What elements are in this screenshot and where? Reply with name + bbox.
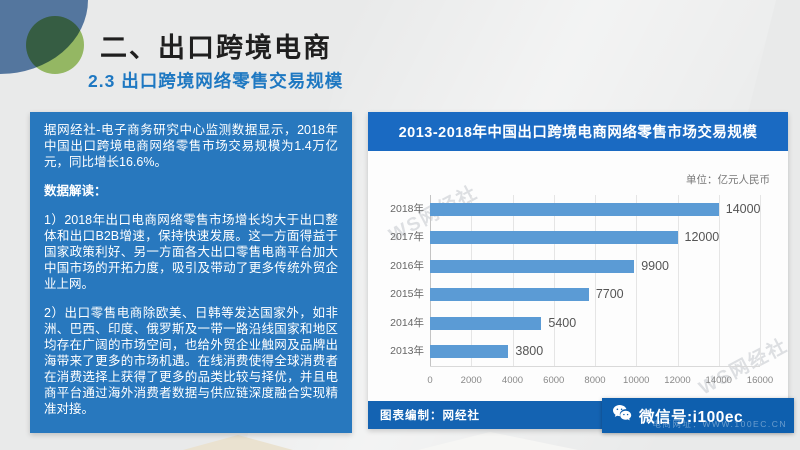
x-axis-ticks: 0 2000 4000 6000 8000 10000 12000 14000 16000 — [427, 375, 773, 387]
category-label: 2017年 — [390, 231, 424, 244]
category-label: 2013年 — [390, 345, 424, 358]
value-label: 9900 — [641, 258, 670, 273]
category-label: 2014年 — [390, 316, 424, 329]
value-label: 12000 — [684, 230, 720, 245]
gridline — [430, 195, 431, 366]
bar-row: 2017年 12000 — [390, 230, 760, 245]
chart-title: 2013-2018年中国出口跨境电商网络零售市场交易规模 — [368, 112, 788, 151]
value-label: 7700 — [595, 287, 624, 302]
bar — [430, 259, 635, 273]
bar-row: 2016年 9900 — [390, 258, 760, 273]
x-tick-label: 2000 — [460, 375, 482, 386]
x-tick-label: 0 — [427, 375, 433, 386]
info-panel: 据网经社-电子商务研究中心监测数据显示，2018年中国出口跨境电商网络零售市场交… — [30, 112, 352, 433]
gridline — [471, 195, 473, 366]
wechat-icon — [610, 401, 634, 430]
bar — [430, 345, 509, 359]
bar — [430, 316, 542, 330]
x-tick-label: 4000 — [501, 375, 524, 386]
x-tick-label: 10000 — [623, 375, 650, 386]
site-url-label: 电商网址：WWW.100EC.CN — [652, 419, 787, 429]
wechat-overlay: 微信号:i100ec 电商网址：WWW.100EC.CN — [602, 398, 794, 433]
value-label: 3800 — [515, 344, 544, 359]
bar — [430, 288, 589, 302]
page-title: 二、出口跨境电商 — [100, 33, 332, 63]
bar — [430, 202, 719, 216]
gridline — [553, 195, 555, 366]
x-tick-label: 16000 — [746, 375, 774, 386]
plot: 2018年 14000 2017年 12000 2016年 9900 2015年 7700 20… — [390, 195, 761, 367]
x-tick-label: 14000 — [705, 375, 732, 386]
gridline — [760, 195, 761, 366]
value-label: 5400 — [548, 315, 577, 330]
category-label: 2015年 — [390, 288, 424, 301]
bar — [430, 231, 678, 245]
bar-row: 2013年 3800 — [390, 344, 760, 359]
wechat-id-label: 微信号:i100ec — [639, 408, 744, 426]
gridline — [718, 195, 720, 366]
bar-row: 2015年 7700 — [390, 287, 760, 302]
bar-row: 2014年 5400 — [390, 315, 760, 330]
category-label: 2016年 — [390, 259, 424, 272]
section-label: 数据解读： — [44, 184, 107, 198]
gridline — [595, 195, 596, 366]
x-tick-label: 6000 — [543, 375, 565, 386]
unit-label: 单位：亿元人民币 — [686, 174, 770, 186]
gridline — [677, 195, 679, 366]
value-label: 14000 — [725, 201, 761, 216]
green-circle-decoration — [26, 16, 84, 74]
category-label: 2018年 — [390, 202, 424, 215]
bar-row: 2018年 14000 — [390, 201, 761, 216]
chart-plot-area: 单位：亿元人民币 WS网经社 WS网经社 2018年140002017年1200… — [368, 151, 788, 401]
chart-card: 2013-2018年中国出口跨境电商网络零售市场交易规模 单位：亿元人民币 WS… — [368, 112, 794, 433]
x-tick-label: 12000 — [664, 375, 691, 386]
x-tick-label: 8000 — [584, 375, 606, 386]
gridline — [636, 195, 638, 366]
intro-text: 据网经社-电子商务研究中心监测数据显示，2018年中国出口跨境电商网络零售市场交… — [44, 123, 338, 169]
chart-credit: 图表编制：网经社 — [380, 410, 480, 422]
page-subtitle: 2.3 出口跨境网络零售交易规模 — [88, 71, 344, 91]
point-2-text: 2）出口零售电商除欧美、日韩等发达国家外，如非洲、巴西、印度、俄罗斯及一带一路沿… — [44, 306, 338, 416]
gridline — [512, 195, 514, 366]
point-1-text: 1）2018年出口电商网络零售市场增长均大于出口整体和出口B2B增速，保持快速发… — [44, 213, 338, 291]
